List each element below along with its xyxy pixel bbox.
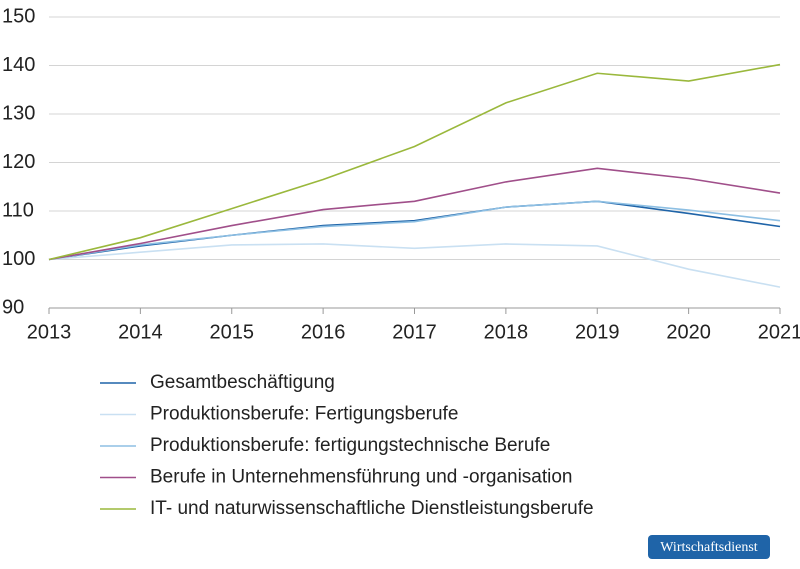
- x-tick-label: 2018: [484, 321, 529, 343]
- y-tick-label: 120: [2, 151, 35, 173]
- y-tick-label: 100: [2, 248, 35, 270]
- x-tick-label: 2021: [758, 321, 800, 343]
- y-tick-label: 140: [2, 54, 35, 76]
- x-tick-label: 2014: [118, 321, 163, 343]
- series-line: [48, 200, 781, 261]
- y-tick-label: 150: [2, 5, 35, 27]
- x-tick-label: 2015: [210, 321, 255, 343]
- legend-label: Produktionsberufe: fertigungstechnische …: [150, 435, 550, 456]
- source-badge: Wirtschaftsdienst: [660, 540, 758, 555]
- x-tick-label: 2016: [301, 321, 346, 343]
- x-tick-label: 2013: [27, 321, 72, 343]
- series-line: [48, 63, 781, 261]
- legend-label: Gesamtbeschäftigung: [150, 372, 335, 393]
- series-line: [48, 243, 781, 288]
- source-badge-box: [648, 535, 770, 559]
- legend-label: Produktionsberufe: Fertigungsberufe: [150, 404, 458, 425]
- legend-label: IT- und naturwissenschaftliche Dienstlei…: [150, 498, 594, 519]
- legend-label: Berufe in Unternehmensführung und -organ…: [150, 467, 573, 488]
- series-line: [48, 167, 781, 261]
- x-tick-label: 2020: [666, 321, 711, 343]
- y-tick-label: 110: [2, 199, 34, 221]
- y-tick-label: 90: [2, 296, 24, 318]
- y-tick-label: 130: [2, 102, 35, 124]
- x-tick-label: 2019: [575, 321, 620, 343]
- x-tick-label: 2017: [392, 321, 437, 343]
